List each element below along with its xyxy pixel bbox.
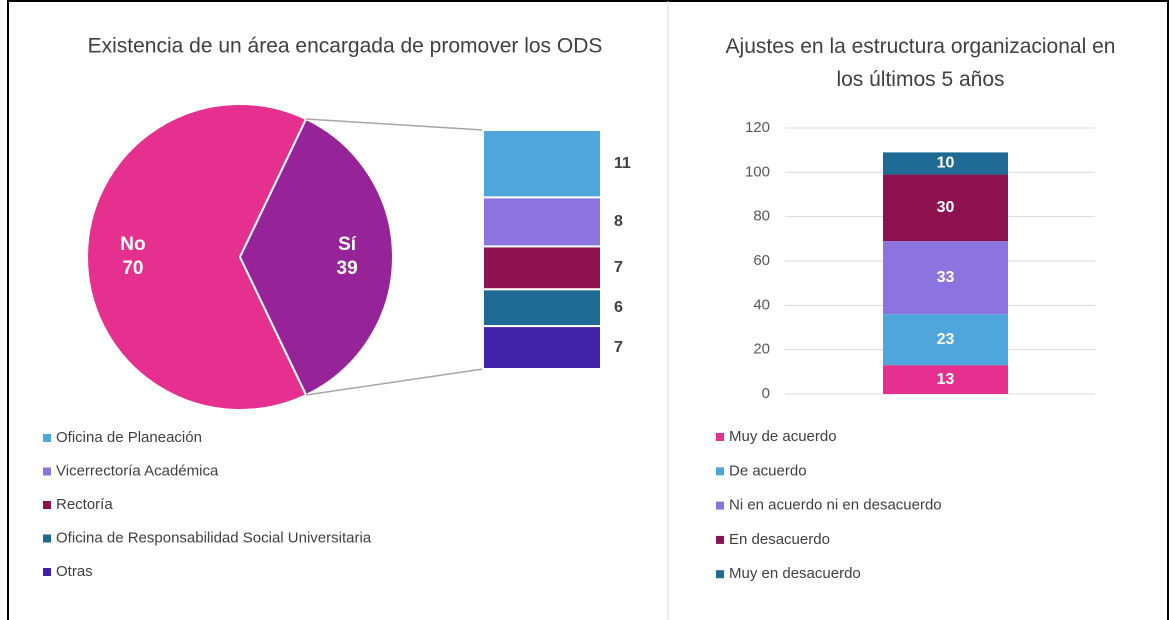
- legend-label: Rectoría: [56, 496, 113, 513]
- data-label: 7: [614, 339, 623, 356]
- data-label: 7: [614, 259, 623, 276]
- legend-label: Muy en desacuerdo: [729, 565, 861, 582]
- data-label: 8: [614, 213, 623, 230]
- slice-value: 39: [337, 258, 358, 279]
- data-label: 10: [937, 155, 955, 172]
- y-tick-label: 60: [753, 252, 770, 269]
- legend-label: En desacuerdo: [729, 531, 830, 548]
- bar-segment: [482, 196, 602, 248]
- slice-value: 70: [122, 258, 143, 279]
- legend-label: Otras: [56, 563, 93, 580]
- data-label: 13: [937, 371, 955, 388]
- bar-segment: [482, 288, 602, 328]
- bar-segment: [482, 245, 602, 291]
- legend-label: Oficina de Responsabilidad Social Univer…: [56, 529, 372, 546]
- data-label: 33: [937, 269, 955, 286]
- bar-segment: [482, 325, 602, 371]
- legend-swatch: [716, 467, 724, 476]
- y-tick-label: 20: [753, 341, 770, 358]
- legend-label: De acuerdo: [729, 462, 807, 479]
- bar-segment: [883, 174, 1008, 242]
- legend-swatch: [43, 434, 51, 442]
- y-tick-label: 80: [753, 208, 770, 225]
- connector: [305, 368, 484, 396]
- y-tick-label: 40: [753, 296, 770, 313]
- pie-slice: [238, 117, 394, 397]
- chart-title: Ajustes en la estructura organizacional …: [725, 35, 1116, 91]
- data-label: 30: [937, 199, 955, 216]
- legend-swatch: [43, 467, 51, 476]
- legend-swatch: [716, 570, 724, 579]
- bar-segment: [883, 152, 1008, 175]
- data-label: 11: [614, 155, 631, 172]
- legend-label: Ni en acuerdo ni en desacuerdo: [729, 497, 942, 514]
- legend-swatch: [716, 535, 724, 544]
- slice-label: Sí: [338, 234, 357, 255]
- legend-swatch: [43, 534, 51, 543]
- slice-label: No: [120, 234, 145, 255]
- y-tick-label: 120: [745, 119, 770, 136]
- bar-segment: [482, 129, 602, 199]
- legend-label: Oficina de Planeación: [56, 429, 202, 446]
- y-tick-label: 0: [762, 385, 770, 402]
- bar-segment: [883, 241, 1008, 315]
- legend-label: Muy de acuerdo: [729, 428, 837, 445]
- frame: [7, 0, 1169, 620]
- data-label: 6: [614, 299, 623, 316]
- chart-title: Existencia de un área encargada de promo…: [88, 35, 603, 58]
- legend-swatch: [716, 501, 724, 510]
- y-tick-label: 100: [745, 163, 770, 180]
- pie-slice: [86, 103, 308, 411]
- legend-swatch: [43, 501, 51, 509]
- bar-segment: [883, 314, 1008, 366]
- legend-swatch: [716, 433, 724, 441]
- bar-segment: [883, 365, 1008, 394]
- legend-swatch: [43, 568, 51, 576]
- legend-label: Vicerrectoría Académica: [56, 462, 219, 479]
- data-label: 23: [937, 331, 955, 348]
- connector: [306, 118, 484, 131]
